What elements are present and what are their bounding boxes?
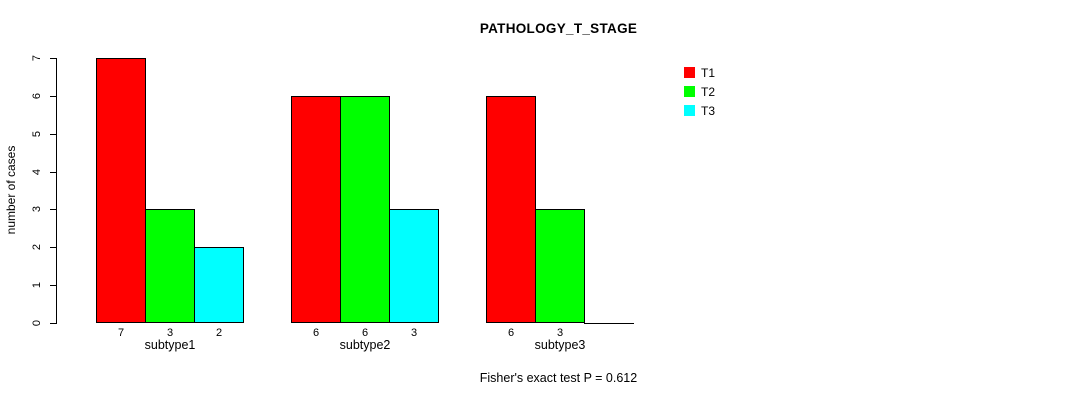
category-label: subtype1: [144, 338, 196, 352]
y-tick-label: 3: [31, 206, 43, 213]
y-tick: [50, 285, 56, 286]
bar-value-label: 2: [215, 327, 223, 339]
bar-zero-t3-subtype3: [584, 323, 634, 324]
bar-t1-subtype3: [486, 96, 536, 323]
y-tick-label: 5: [31, 130, 43, 137]
y-tick: [50, 323, 56, 324]
bar-value-label: 6: [361, 327, 369, 339]
legend-item-t1: T1: [684, 63, 715, 82]
legend-item-t2: T2: [684, 82, 715, 101]
y-tick: [50, 58, 56, 59]
y-axis-label: number of cases: [4, 145, 18, 235]
bar-value-label: 6: [507, 327, 515, 339]
bar-t1-subtype2: [291, 96, 341, 323]
bar-t3-subtype2: [389, 209, 439, 323]
y-tick-label: 4: [31, 168, 43, 175]
y-tick-label: 6: [31, 92, 43, 99]
legend-swatch-icon: [684, 105, 695, 116]
bar-value-label: 3: [410, 327, 418, 339]
bar-t1-subtype1: [96, 58, 146, 323]
legend-label: T3: [701, 103, 716, 118]
chart-title: PATHOLOGY_T_STAGE: [479, 21, 638, 36]
y-tick: [50, 247, 56, 248]
category-label: subtype2: [339, 338, 391, 352]
bar-t2-subtype3: [535, 209, 585, 323]
y-tick-label: 2: [31, 244, 43, 251]
legend-swatch-icon: [684, 86, 695, 97]
legend-label: T2: [701, 84, 716, 99]
bar-value-label: 3: [556, 327, 564, 339]
legend-swatch-icon: [684, 67, 695, 78]
bar-t3-subtype1: [194, 247, 244, 323]
y-tick-label: 7: [31, 54, 43, 62]
bar-t2-subtype1: [145, 209, 195, 323]
y-axis-line: [56, 58, 57, 324]
y-tick: [50, 172, 56, 173]
y-tick-label: 0: [31, 319, 43, 327]
y-tick: [50, 134, 56, 135]
annotation-text: Fisher's exact test P = 0.612: [479, 371, 638, 385]
legend-label: T1: [701, 65, 716, 80]
legend-item-t3: T3: [684, 101, 715, 120]
y-tick-label: 1: [31, 282, 43, 289]
bar-t2-subtype2: [340, 96, 390, 323]
y-tick: [50, 209, 56, 210]
category-label: subtype3: [534, 338, 586, 352]
bar-value-label: 6: [312, 327, 320, 339]
y-tick: [50, 96, 56, 97]
bar-value-label: 3: [166, 327, 174, 339]
bar-value-label: 7: [117, 327, 125, 339]
legend: T1 T2 T3: [684, 63, 715, 120]
